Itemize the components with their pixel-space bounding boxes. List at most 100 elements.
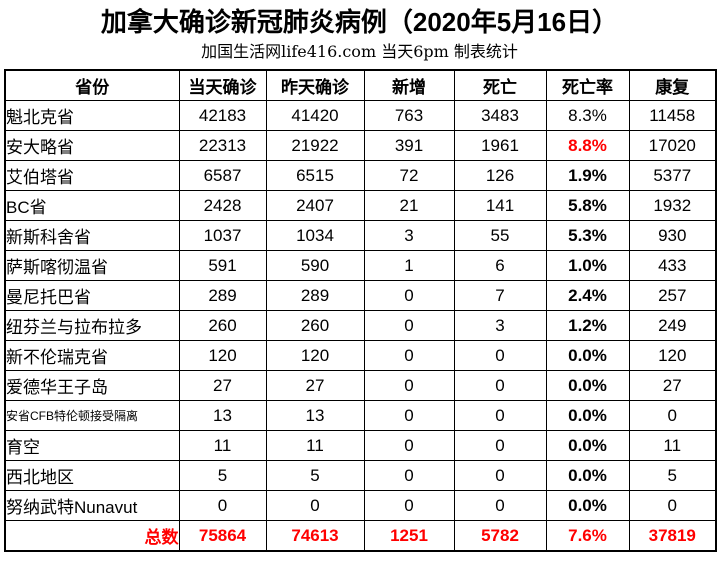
recovered-cell: 1932: [628, 190, 717, 221]
new-cases-cell: 0: [363, 370, 455, 401]
total-label: 总数: [4, 520, 180, 552]
today-cell: 42183: [178, 100, 267, 131]
new-cases-cell: 0: [363, 340, 455, 371]
today-cell: 260: [178, 310, 267, 341]
province-cell: 魁北克省: [4, 100, 180, 131]
table-row: 纽芬兰与拉布拉多 260 260 0 3 1.2% 249: [4, 310, 717, 341]
province-cell: 艾伯塔省: [4, 160, 180, 191]
total-row: 总数 75864 74613 1251 5782 7.6% 37819: [4, 520, 717, 552]
death-rate-cell: 0.0%: [545, 490, 630, 521]
deaths-cell: 0: [453, 370, 547, 401]
yesterday-cell: 41420: [265, 100, 365, 131]
recovered-cell: 11: [628, 430, 717, 461]
death-rate-cell: 0.0%: [545, 460, 630, 491]
page-subtitle: 加国生活网life416.com 当天6pm 制表统计: [201, 42, 518, 61]
header-death-rate: 死亡率: [545, 69, 630, 101]
province-cell: 新不伦瑞克省: [4, 340, 180, 371]
table-body: 省份 当天确诊 昨天确诊 新增 死亡 死亡率 康复 魁北克省 42183 41420…: [4, 69, 717, 552]
deaths-cell: 126: [453, 160, 547, 191]
covid-stats-page: 加拿大确诊新冠肺炎病例（2020年5月16日） 加国生活网life416.com…: [0, 7, 719, 552]
new-cases-cell: 72: [363, 160, 455, 191]
header-deaths: 死亡: [453, 69, 547, 101]
table-row: 育空 11 11 0 0 0.0% 11: [4, 430, 717, 461]
deaths-cell: 0: [453, 400, 547, 431]
deaths-cell: 6: [453, 250, 547, 281]
death-rate-cell: 8.8%: [545, 130, 630, 161]
today-cell: 289: [178, 280, 267, 311]
province-cell: 安省CFB特伦顿接受隔离: [4, 400, 180, 431]
deaths-cell: 0: [453, 340, 547, 371]
table-row: 曼尼托巴省 289 289 0 7 2.4% 257: [4, 280, 717, 311]
yesterday-cell: 120: [265, 340, 365, 371]
deaths-cell: 0: [453, 460, 547, 491]
death-rate-cell: 1.9%: [545, 160, 630, 191]
table-row: 萨斯喀彻温省 591 590 1 6 1.0% 433: [4, 250, 717, 281]
table-row: 努纳武特Nunavut 0 0 0 0 0.0% 0: [4, 490, 717, 521]
province-cell: 育空: [4, 430, 180, 461]
today-cell: 591: [178, 250, 267, 281]
today-cell: 27: [178, 370, 267, 401]
header-recovered: 康复: [628, 69, 717, 101]
new-cases-cell: 21: [363, 190, 455, 221]
table-row: 安省CFB特伦顿接受隔离 13 13 0 0 0.0% 0: [4, 400, 717, 431]
today-cell: 22313: [178, 130, 267, 161]
recovered-cell: 120: [628, 340, 717, 371]
province-cell: 努纳武特Nunavut: [4, 490, 180, 521]
death-rate-cell: 0.0%: [545, 340, 630, 371]
province-cell: 西北地区: [4, 460, 180, 491]
today-cell: 6587: [178, 160, 267, 191]
death-rate-cell: 1.2%: [545, 310, 630, 341]
new-cases-cell: 0: [363, 280, 455, 311]
province-cell: 萨斯喀彻温省: [4, 250, 180, 281]
table-row: 爱德华王子岛 27 27 0 0 0.0% 27: [4, 370, 717, 401]
yesterday-cell: 6515: [265, 160, 365, 191]
province-cell: 纽芬兰与拉布拉多: [4, 310, 180, 341]
new-cases-cell: 3: [363, 220, 455, 251]
new-cases-cell: 0: [363, 310, 455, 341]
new-cases-cell: 0: [363, 400, 455, 431]
yesterday-cell: 21922: [265, 130, 365, 161]
recovered-cell: 257: [628, 280, 717, 311]
table-row: 新不伦瑞克省 120 120 0 0 0.0% 120: [4, 340, 717, 371]
table-row: BC省 2428 2407 21 141 5.8% 1932: [4, 190, 717, 221]
new-cases-cell: 0: [363, 430, 455, 461]
yesterday-cell: 13: [265, 400, 365, 431]
death-rate-cell: 1.0%: [545, 250, 630, 281]
yesterday-cell: 5: [265, 460, 365, 491]
table-row: 西北地区 5 5 0 0 0.0% 5: [4, 460, 717, 491]
recovered-cell: 930: [628, 220, 717, 251]
yesterday-cell: 27: [265, 370, 365, 401]
province-cell: 安大略省: [4, 130, 180, 161]
new-cases-cell: 391: [363, 130, 455, 161]
recovered-cell: 5377: [628, 160, 717, 191]
death-rate-cell: 0.0%: [545, 400, 630, 431]
deaths-cell: 7: [453, 280, 547, 311]
total-new-cases-cell: 1251: [363, 520, 455, 552]
yesterday-cell: 11: [265, 430, 365, 461]
new-cases-cell: 1: [363, 250, 455, 281]
deaths-cell: 1961: [453, 130, 547, 161]
province-cell: BC省: [4, 190, 180, 221]
page-title: 加拿大确诊新冠肺炎病例（2020年5月16日）: [100, 7, 619, 37]
header-today-confirmed: 当天确诊: [178, 69, 267, 101]
recovered-cell: 249: [628, 310, 717, 341]
recovered-cell: 0: [628, 400, 717, 431]
table-row: 新斯科舍省 1037 1034 3 55 5.3% 930: [4, 220, 717, 251]
recovered-cell: 11458: [628, 100, 717, 131]
new-cases-cell: 0: [363, 490, 455, 521]
yesterday-cell: 590: [265, 250, 365, 281]
table-row: 魁北克省 42183 41420 763 3483 8.3% 11458: [4, 100, 717, 131]
table-row: 艾伯塔省 6587 6515 72 126 1.9% 5377: [4, 160, 717, 191]
yesterday-cell: 2407: [265, 190, 365, 221]
new-cases-cell: 0: [363, 460, 455, 491]
covid-table: 省份 当天确诊 昨天确诊 新增 死亡 死亡率 康复 魁北克省 42183 41420…: [4, 69, 717, 552]
death-rate-cell: 0.0%: [545, 430, 630, 461]
today-cell: 1037: [178, 220, 267, 251]
today-cell: 13: [178, 400, 267, 431]
yesterday-cell: 0: [265, 490, 365, 521]
header-row: 省份 当天确诊 昨天确诊 新增 死亡 死亡率 康复: [4, 69, 717, 101]
death-rate-cell: 5.8%: [545, 190, 630, 221]
deaths-cell: 55: [453, 220, 547, 251]
today-cell: 0: [178, 490, 267, 521]
total-death-rate-cell: 7.6%: [545, 520, 630, 552]
